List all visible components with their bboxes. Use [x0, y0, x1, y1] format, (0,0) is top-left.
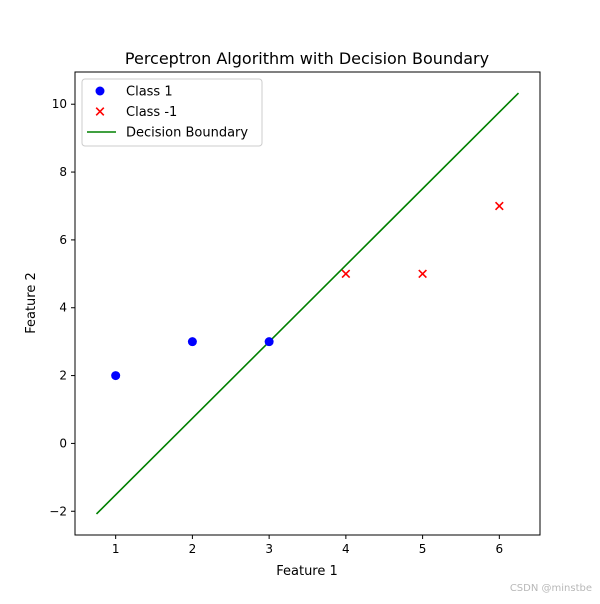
x-marker-stroke — [95, 107, 105, 116]
y-tick-label: 2 — [59, 369, 67, 383]
x-tick-label: 3 — [265, 542, 273, 556]
legend-x-swatch — [95, 107, 105, 116]
x-axis-ticks: 1 2 3 4 5 6 — [112, 535, 503, 556]
y-axis-label: Feature 2 — [24, 272, 39, 334]
x-marker-stroke — [494, 201, 504, 211]
chart-title: Perceptron Algorithm with Decision Bound… — [125, 49, 489, 68]
class-1-point — [264, 337, 274, 347]
class-1-point — [111, 371, 121, 381]
y-tick-label: 6 — [59, 233, 67, 247]
x-axis-label: Feature 1 — [276, 564, 338, 579]
x-tick-label: 2 — [189, 542, 197, 556]
class-neg1-point — [341, 269, 351, 279]
legend-box — [81, 78, 263, 147]
y-tick-label: −2 — [49, 504, 67, 518]
watermark: CSDN @minstbe — [509, 583, 592, 594]
y-tick-label: 0 — [59, 436, 67, 450]
y-tick-label: 10 — [52, 97, 67, 111]
y-axis-ticks: −2 0 2 4 6 8 10 — [49, 97, 75, 518]
x-marker-stroke — [418, 269, 427, 279]
legend-circle-swatch — [95, 86, 105, 96]
plot-marks — [95, 92, 520, 515]
x-marker-stroke — [341, 269, 351, 279]
x-tick-label: 4 — [342, 542, 350, 556]
decision-boundary-line — [95, 92, 520, 515]
y-tick-label: 8 — [59, 165, 67, 179]
class-neg1-point — [494, 201, 504, 211]
x-tick-label: 6 — [496, 542, 504, 556]
x-tick-label: 5 — [419, 542, 427, 556]
x-tick-label: 1 — [112, 542, 120, 556]
legend: Class 1 Class -1 Decision Boundary — [81, 78, 263, 147]
class-1-point — [187, 337, 197, 347]
y-tick-label: 4 — [59, 301, 67, 315]
legend-label: Class -1 — [126, 105, 177, 120]
plot-area — [74, 71, 541, 536]
legend-label: Class 1 — [126, 85, 173, 100]
class-neg1-point — [418, 269, 427, 279]
legend-label: Decision Boundary — [126, 126, 248, 141]
